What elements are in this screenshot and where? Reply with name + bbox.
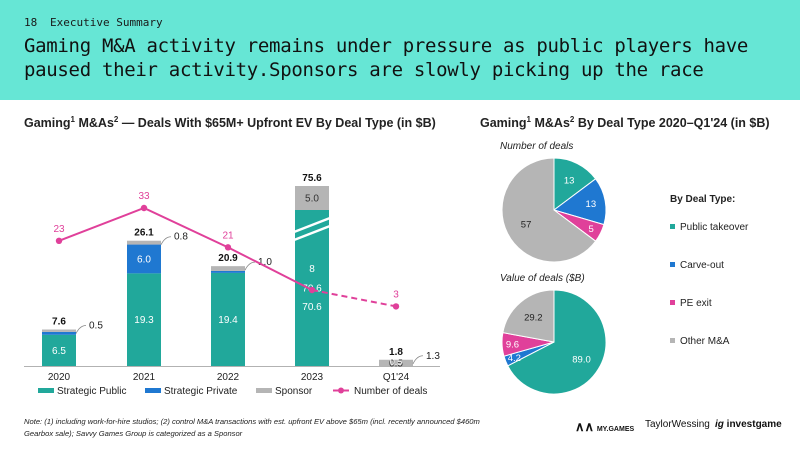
legend-swatch	[38, 388, 54, 393]
deals-value-label: 23	[53, 224, 65, 235]
bar-value-label: 70.6	[302, 302, 322, 313]
pie-slice-pe-exit	[553, 209, 605, 242]
bar-total-label: 7.6	[52, 317, 66, 328]
deals-point	[55, 237, 63, 244]
pie-slice-public-takeover	[553, 157, 597, 211]
pie-legend-swatch	[670, 338, 675, 343]
deals-value-label: 33	[138, 191, 150, 202]
section-label: Executive Summary	[50, 16, 163, 29]
bar-value-label: 6.0	[137, 254, 151, 265]
callout-leader	[412, 355, 424, 364]
deals-value-label: 21	[222, 230, 234, 241]
bar-segment-strategic-public	[42, 334, 76, 366]
bar-segment-strategic-private	[42, 331, 76, 335]
deals-line-dashed	[311, 289, 397, 308]
callout-label: 1.0	[258, 257, 272, 268]
legend-swatch	[256, 388, 272, 393]
deals-line	[58, 206, 313, 291]
deals-value-label: 3	[393, 289, 399, 300]
axis-break-mark	[293, 216, 331, 234]
bar-segment-strategic-private	[127, 244, 161, 274]
pie-slice-label: 13	[586, 199, 597, 210]
callout-leader	[244, 261, 256, 271]
taylor-wessing-logo: TaylorWessing	[645, 419, 710, 430]
bar-value-label: 0.5	[390, 357, 403, 367]
x-tick-label: 2021	[133, 372, 156, 383]
pie-slice-label: 57	[521, 219, 532, 230]
legend-label: Number of deals	[354, 386, 427, 397]
bar-segment-sponsor	[211, 266, 245, 271]
legend-label: Sponsor	[275, 386, 313, 397]
bar-value-label: 5.0	[305, 194, 319, 205]
right-chart-title: Gaming1 M&As2 By Deal Type 2020–Q1'24 (i…	[480, 115, 770, 131]
footnote: Note: (1) including work-for-hire studio…	[24, 417, 480, 438]
pie-slice-label: 4.2	[508, 353, 521, 364]
left-chart-title: Gaming1 M&As2 — Deals With $65M+ Upfront…	[24, 115, 436, 131]
callout-leader	[75, 325, 87, 334]
x-tick-label: 2020	[48, 372, 71, 383]
bar-value-label: 70.6	[302, 284, 322, 295]
bar-segment-sponsor	[379, 359, 413, 366]
bar-total-label: 1.8	[389, 347, 403, 358]
investgame-logo: ig investgame	[715, 419, 782, 430]
pie-legend-swatch	[670, 262, 675, 267]
axis-break-label: 8	[309, 264, 315, 275]
bar-segment-sponsor	[295, 186, 329, 210]
mygames-logo: ∧∧ MY.GAMES	[575, 419, 635, 434]
legend-label: Strategic Private	[164, 386, 238, 397]
bar-total-label: 75.6	[302, 173, 322, 184]
pie-slice-carve-out	[552, 178, 607, 226]
deals-point	[224, 244, 232, 251]
pie-legend-label: Public takeover	[680, 222, 749, 233]
bar-value-label: 0.5	[389, 358, 403, 369]
pie-slice-other-m&a	[502, 289, 555, 343]
bar-total-label: 20.9	[218, 253, 238, 264]
legend-point	[338, 387, 344, 394]
x-tick-label: 2022	[217, 372, 240, 383]
x-tick-label: Q1'24	[383, 372, 410, 383]
callout-label: 0.8	[174, 232, 188, 243]
pie-legend-swatch	[670, 224, 675, 229]
pie-slice-public-takeover	[507, 289, 607, 395]
pie-slice-label: 13	[564, 175, 575, 186]
x-tick-label: 2023	[301, 372, 324, 383]
bar-value-label: 6.5	[52, 346, 66, 357]
pie-slice-other-m&a	[501, 157, 597, 263]
pie-slice-carve-out	[503, 341, 555, 367]
pie-slice-label: 29.2	[524, 313, 543, 324]
pie-legend-title: By Deal Type:	[670, 194, 735, 205]
deals-point	[392, 303, 400, 310]
callout-label: 1.3	[426, 351, 440, 362]
pie-legend-label: Carve-out	[680, 260, 724, 271]
axis-break-mark	[293, 224, 331, 242]
bar-segment-sponsor	[42, 329, 76, 332]
pie-slice-label: 9.6	[506, 339, 519, 350]
page-title: Gaming M&A activity remains under pressu…	[24, 35, 749, 81]
pie-title: Value of deals ($B)	[500, 273, 585, 284]
bar-segment-strategic-public	[127, 273, 161, 366]
bar-segment-strategic-public	[211, 272, 245, 366]
bar-value-label: 19.4	[218, 315, 238, 326]
callout-label: 0.5	[89, 321, 103, 332]
bar-segment-strategic-private	[211, 270, 245, 273]
pie-title: Number of deals	[500, 141, 573, 152]
pie-slice-label: 5	[589, 224, 594, 235]
pie-legend-label: PE exit	[680, 298, 712, 309]
pie-slice-pe-exit	[501, 332, 555, 357]
pie-legend-label: Other M&A	[680, 336, 730, 347]
bar-segment-sponsor	[127, 240, 161, 245]
deals-point	[308, 286, 316, 294]
page-number: 18	[24, 16, 38, 29]
bar-value-label: 19.3	[134, 315, 154, 326]
pie-legend-swatch	[670, 300, 675, 305]
deals-point	[140, 204, 148, 212]
callout-leader	[160, 236, 172, 245]
bar-segment-strategic-public	[295, 210, 329, 366]
legend-swatch	[145, 388, 161, 393]
pie-slice-label: 89.0	[572, 354, 591, 365]
header-banner: 18 Executive Summary Gaming M&A activity…	[0, 0, 800, 100]
legend-label: Strategic Public	[57, 386, 126, 397]
bar-total-label: 26.1	[134, 228, 154, 239]
